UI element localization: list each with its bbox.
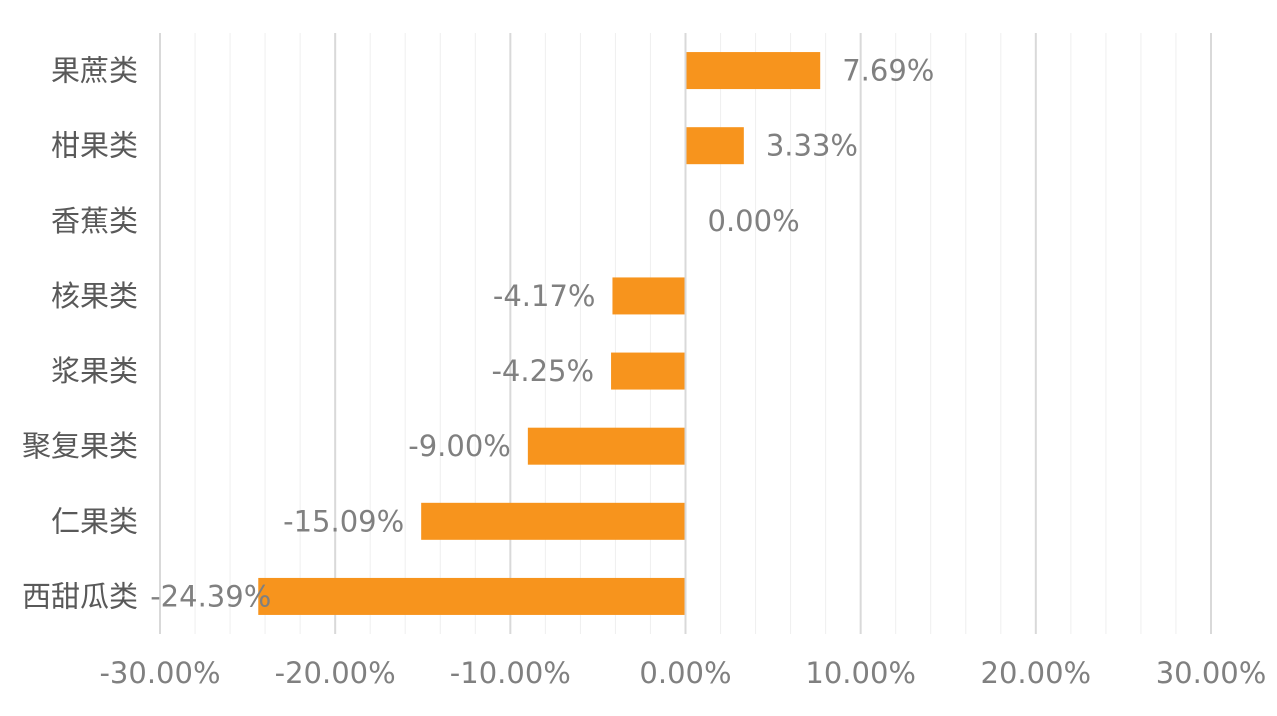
x-tick-label: 0.00% <box>639 656 731 690</box>
value-labels: 7.69% 3.33% 0.00% -4.17% -4.25% -9.00% -15.09%… <box>150 54 934 614</box>
minor-gridlines <box>194 33 1177 634</box>
x-tick-label: -10.00% <box>450 656 571 690</box>
bar <box>527 427 685 465</box>
x-tick-label: 30.00% <box>1156 656 1267 690</box>
category-label: 核果类 <box>51 279 138 313</box>
x-tick-label: 10.00% <box>805 656 916 690</box>
bars <box>258 52 821 615</box>
data-label: -4.25% <box>491 354 594 388</box>
category-label: 香蕉类 <box>51 204 138 238</box>
bar <box>611 352 685 390</box>
data-label: 7.69% <box>842 54 934 88</box>
bar <box>686 127 744 165</box>
data-label: 3.33% <box>766 129 858 163</box>
bar <box>258 577 685 615</box>
category-label: 聚复果类 <box>22 429 138 463</box>
data-label: -15.09% <box>283 504 404 538</box>
category-label: 仁果类 <box>51 504 138 538</box>
bar <box>612 277 685 315</box>
major-gridlines <box>159 33 1212 634</box>
bar <box>686 52 821 90</box>
x-tick-label: -30.00% <box>99 656 220 690</box>
data-label: 0.00% <box>708 204 800 238</box>
x-tick-label: -20.00% <box>275 656 396 690</box>
data-label: -4.17% <box>493 279 596 313</box>
category-label: 西甜瓜类 <box>22 579 138 613</box>
bar <box>421 502 685 540</box>
x-axis-tick-labels: -30.00% -20.00% -10.00% 0.00% 10.00% 20.00% 30… <box>99 656 1266 690</box>
data-label: -9.00% <box>408 429 511 463</box>
data-label: -24.39% <box>150 579 271 613</box>
category-label: 柑果类 <box>51 129 138 163</box>
x-tick-label: 20.00% <box>981 656 1092 690</box>
category-label: 果蔗类 <box>51 54 138 88</box>
category-label: 浆果类 <box>51 354 138 388</box>
